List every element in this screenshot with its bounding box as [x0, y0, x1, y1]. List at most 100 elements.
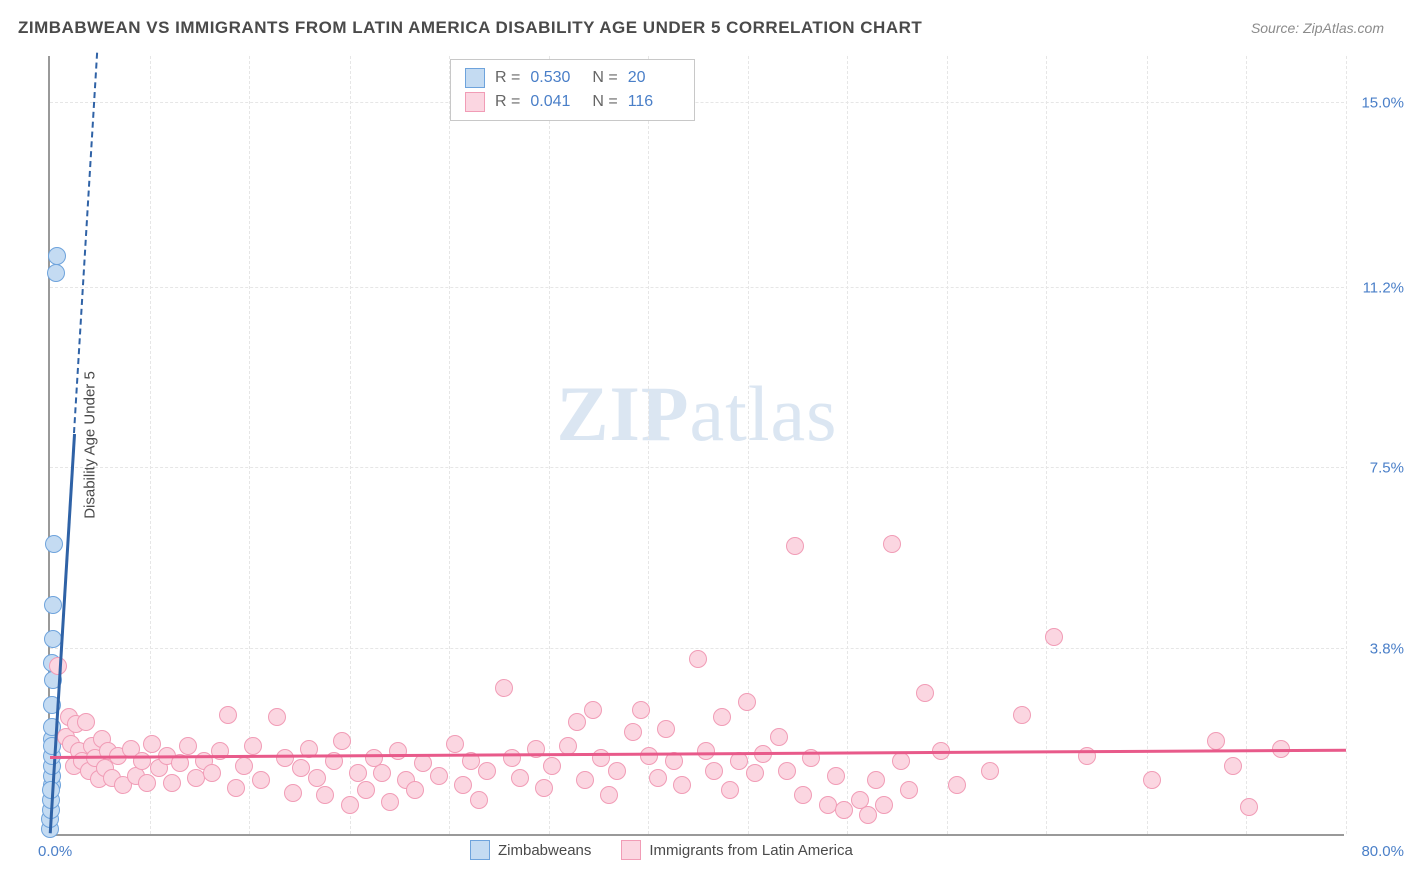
data-point-immigrants [1240, 798, 1258, 816]
y-tick-label: 15.0% [1349, 94, 1404, 111]
data-point-immigrants [819, 796, 837, 814]
data-point-immigrants [292, 759, 310, 777]
y-tick-label: 11.2% [1349, 280, 1404, 297]
x-max-label: 80.0% [1361, 843, 1404, 860]
watermark-zip: ZIP [557, 370, 690, 457]
data-point-immigrants [584, 701, 602, 719]
data-point-immigrants [948, 776, 966, 794]
data-point-immigrants [244, 737, 262, 755]
data-point-immigrants [1143, 771, 1161, 789]
data-point-immigrants [649, 769, 667, 787]
data-point-immigrants [576, 771, 594, 789]
r-value-1: 0.041 [530, 93, 582, 111]
legend-label-1: Immigrants from Latin America [649, 842, 852, 859]
data-point-immigrants [503, 749, 521, 767]
legend-item-1: Immigrants from Latin America [621, 840, 852, 860]
data-point-immigrants [859, 806, 877, 824]
grid-line-v [1246, 56, 1247, 834]
data-point-immigrants [389, 742, 407, 760]
data-point-immigrants [778, 762, 796, 780]
data-point-immigrants [235, 757, 253, 775]
data-point-immigrants [77, 713, 95, 731]
data-point-immigrants [794, 786, 812, 804]
data-point-immigrants [511, 769, 529, 787]
n-value-0: 20 [628, 69, 680, 87]
data-point-immigrants [883, 535, 901, 553]
data-point-immigrants [900, 781, 918, 799]
data-point-immigrants [535, 779, 553, 797]
data-point-immigrants [608, 762, 626, 780]
n-value-1: 116 [628, 93, 680, 111]
data-point-immigrants [454, 776, 472, 794]
grid-line-v [549, 56, 550, 834]
grid-line-h [50, 467, 1344, 468]
grid-line-v [947, 56, 948, 834]
n-label: N = [592, 93, 617, 111]
data-point-immigrants [1045, 628, 1063, 646]
data-point-zimbabweans [44, 596, 62, 614]
data-point-immigrants [1207, 732, 1225, 750]
data-point-immigrants [632, 701, 650, 719]
grid-line-v [350, 56, 351, 834]
n-label: N = [592, 69, 617, 87]
grid-line-v [249, 56, 250, 834]
data-point-immigrants [446, 735, 464, 753]
stats-row-0: R = 0.530 N = 20 [465, 66, 680, 90]
data-point-immigrants [1224, 757, 1242, 775]
r-label: R = [495, 93, 520, 111]
data-point-immigrants [624, 723, 642, 741]
watermark-atlas: atlas [690, 370, 838, 457]
data-point-immigrants [738, 693, 756, 711]
data-point-immigrants [697, 742, 715, 760]
grid-line-v [1147, 56, 1148, 834]
data-point-immigrants [179, 737, 197, 755]
grid-line-v [1346, 56, 1347, 834]
data-point-immigrants [875, 796, 893, 814]
data-point-zimbabweans [45, 535, 63, 553]
y-tick-label: 7.5% [1349, 460, 1404, 477]
data-point-immigrants [1013, 706, 1031, 724]
data-point-immigrants [284, 784, 302, 802]
data-point-immigrants [689, 650, 707, 668]
swatch-immigrants [465, 92, 485, 112]
data-point-immigrants [867, 771, 885, 789]
data-point-immigrants [414, 754, 432, 772]
data-point-immigrants [203, 764, 221, 782]
data-point-immigrants [640, 747, 658, 765]
data-point-immigrants [713, 708, 731, 726]
data-point-immigrants [381, 793, 399, 811]
bottom-legend: Zimbabweans Immigrants from Latin Americ… [470, 840, 853, 860]
grid-line-v [150, 56, 151, 834]
grid-line-h [50, 287, 1344, 288]
x-origin-label: 0.0% [38, 843, 72, 860]
watermark: ZIPatlas [557, 369, 838, 459]
data-point-immigrants [657, 720, 675, 738]
stats-row-1: R = 0.041 N = 116 [465, 90, 680, 114]
data-point-immigrants [478, 762, 496, 780]
data-point-immigrants [786, 537, 804, 555]
data-point-immigrants [470, 791, 488, 809]
legend-item-0: Zimbabweans [470, 840, 591, 860]
data-point-immigrants [835, 801, 853, 819]
data-point-immigrants [721, 781, 739, 799]
data-point-immigrants [406, 781, 424, 799]
data-point-immigrants [316, 786, 334, 804]
data-point-immigrants [892, 752, 910, 770]
swatch-zimbabweans [465, 68, 485, 88]
data-point-immigrants [357, 781, 375, 799]
data-point-immigrants [341, 796, 359, 814]
data-point-zimbabweans [47, 264, 65, 282]
stats-legend-box: R = 0.530 N = 20 R = 0.041 N = 116 [450, 59, 695, 121]
chart-title: ZIMBABWEAN VS IMMIGRANTS FROM LATIN AMER… [18, 18, 922, 38]
data-point-immigrants [600, 786, 618, 804]
data-point-zimbabweans [48, 247, 66, 265]
data-point-immigrants [276, 749, 294, 767]
data-point-immigrants [746, 764, 764, 782]
plot-area: ZIPatlas Disability Age Under 5 3.8%7.5%… [48, 56, 1344, 836]
grid-line-v [748, 56, 749, 834]
data-point-immigrants [252, 771, 270, 789]
data-point-immigrants [770, 728, 788, 746]
legend-swatch-1 [621, 840, 641, 860]
data-point-immigrants [673, 776, 691, 794]
legend-swatch-0 [470, 840, 490, 860]
